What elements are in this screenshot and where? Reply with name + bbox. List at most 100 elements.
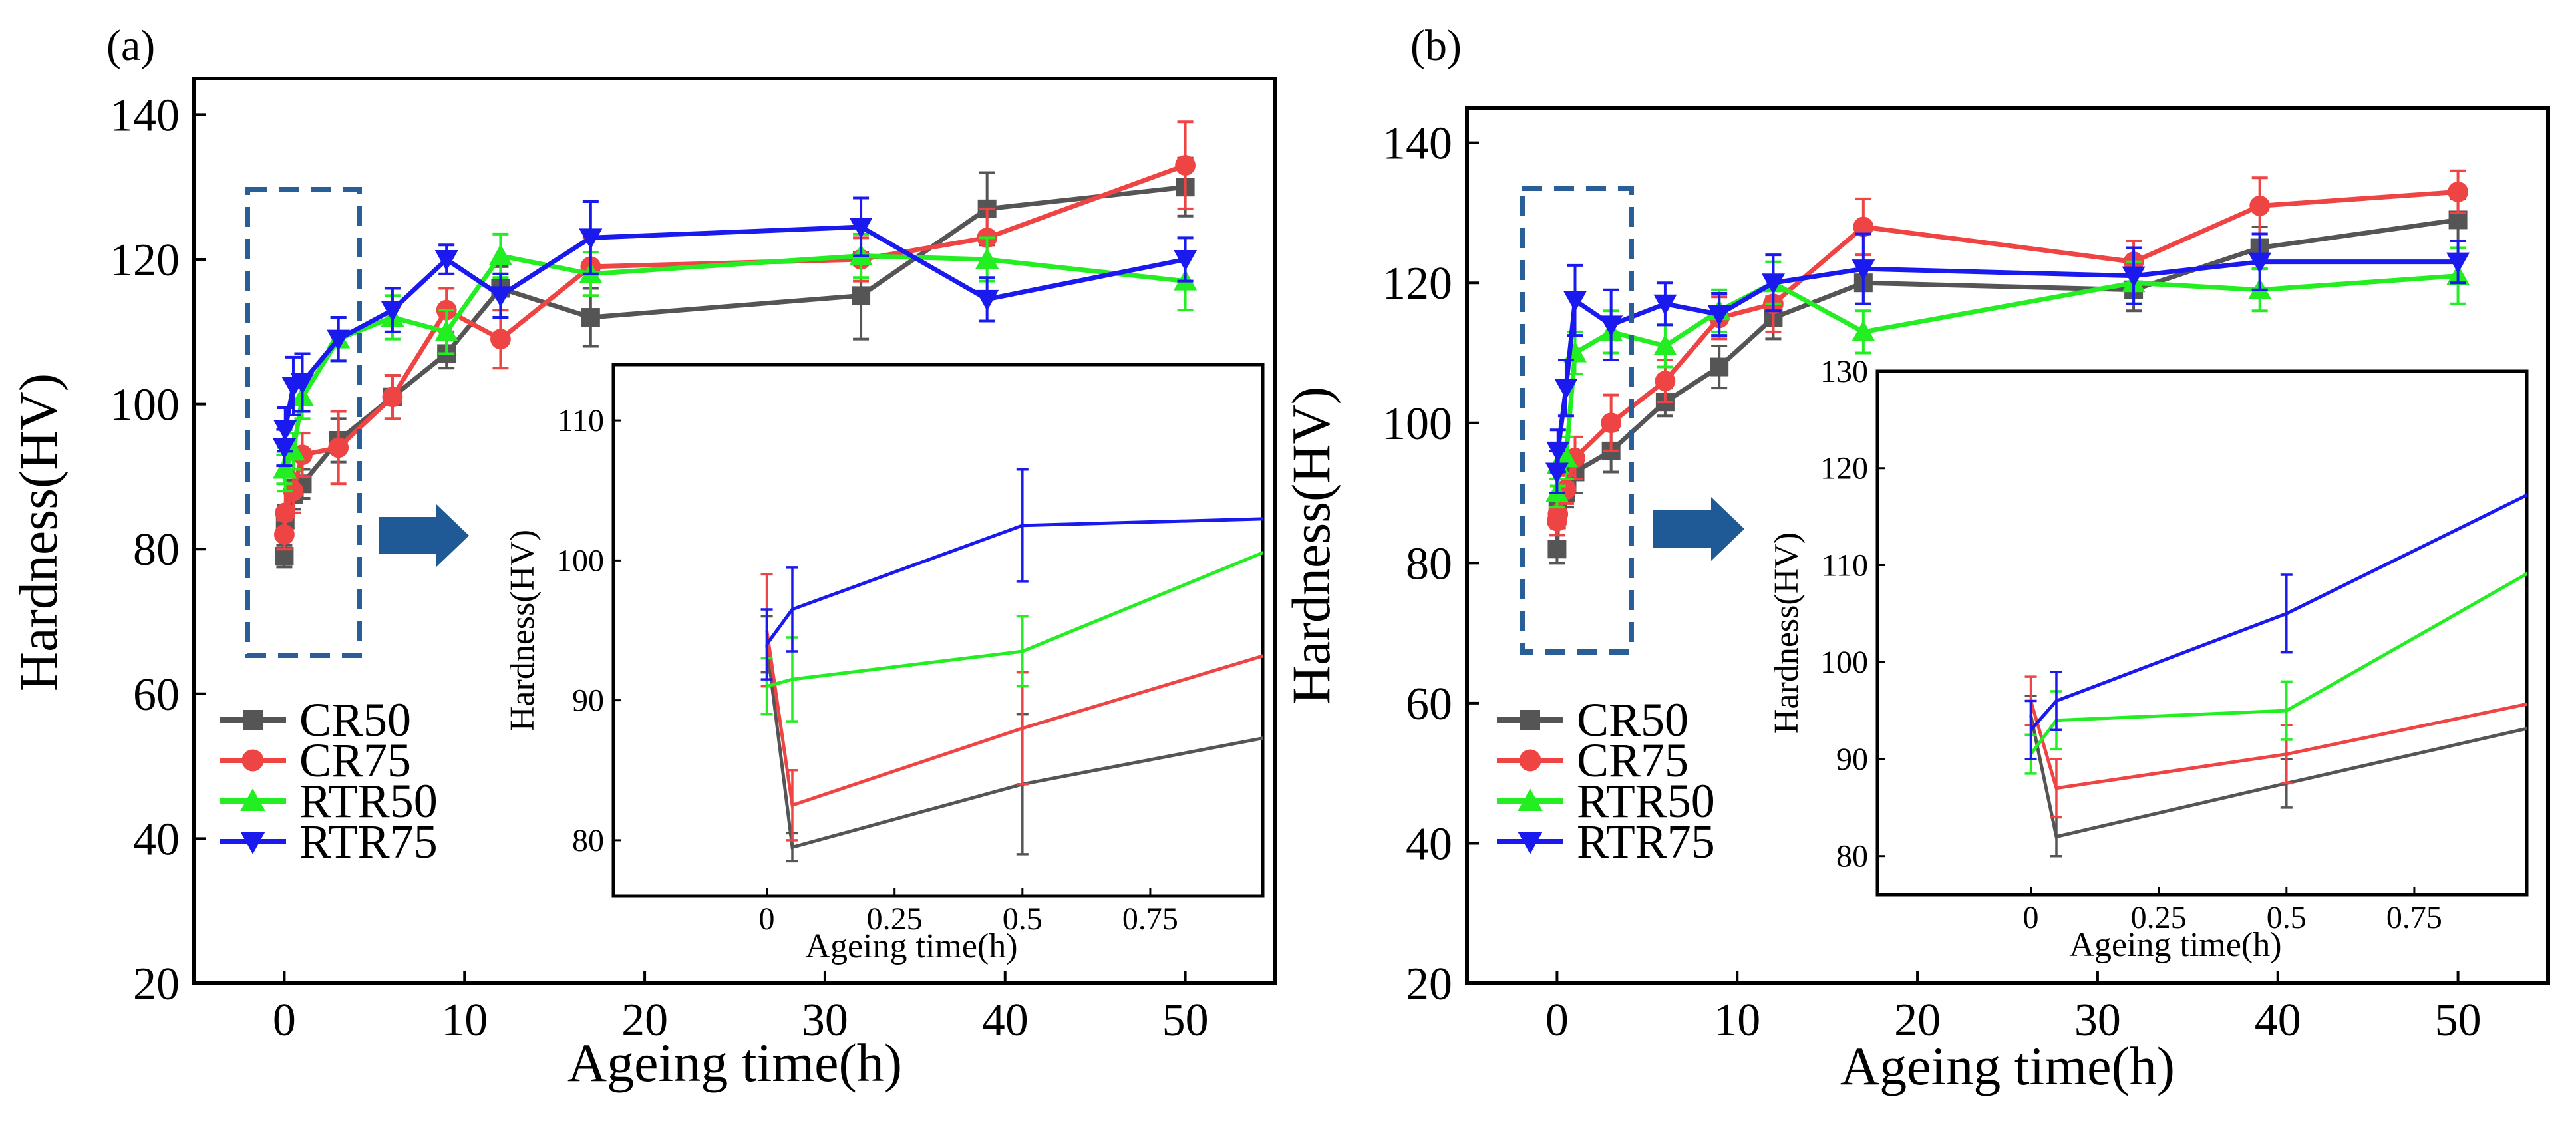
data-point [1761, 273, 1785, 295]
data-point [1853, 216, 1874, 238]
legend-marker [242, 749, 264, 772]
data-point [1174, 250, 1198, 271]
y-tick-label: 80 [1406, 538, 1452, 589]
data-point [382, 387, 403, 408]
data-point [1547, 540, 1567, 559]
inset-y-axis-label: Hardness(HV) [504, 530, 542, 731]
inset-frame [611, 363, 1265, 898]
data-point [1547, 504, 1569, 525]
inset-series-line [2029, 571, 2527, 756]
x-axis-label: Ageing time(h) [567, 1033, 902, 1093]
data-point [579, 228, 603, 249]
data-point [852, 286, 871, 305]
data-point [2248, 252, 2272, 274]
legend-marker [240, 832, 265, 854]
legend-label: CR50 [299, 693, 411, 746]
data-point [1852, 259, 1875, 281]
data-point [1563, 291, 1587, 313]
data-point [283, 480, 304, 502]
x-tick-label: 20 [1894, 995, 1941, 1046]
legend-label: RTR50 [299, 774, 438, 828]
data-point [327, 329, 351, 351]
data-point [2249, 195, 2271, 216]
series-rtr75 [1545, 232, 2470, 495]
inset-y-tick-label: 90 [572, 683, 604, 719]
inset-series-line [765, 630, 1263, 808]
legend-marker [243, 710, 263, 730]
inset-series-rtr75 [2024, 493, 2527, 760]
data-point [975, 289, 999, 311]
inset-y-tick-label: 130 [1820, 354, 1868, 389]
x-tick-label: 30 [802, 995, 848, 1046]
panel-a: (a) 20 40 60 80 100 120 140 0 10 20 30 40 50 Ageing ti… [8, 21, 1277, 1093]
inset-y-tick-label: 100 [1820, 645, 1868, 680]
inset-x-tick-label: 0.5 [1003, 901, 1043, 937]
x-tick-label: 50 [1162, 995, 1209, 1046]
y-tick-label: 20 [133, 959, 180, 1010]
inset-x-tick-label: 0.25 [867, 901, 923, 937]
data-point [434, 320, 458, 341]
inset-x-tick-label: 0.25 [2131, 900, 2187, 935]
x-tick-label: 40 [982, 995, 1029, 1046]
data-point [849, 218, 873, 239]
inset-frame [1875, 369, 2529, 897]
inset-series-cr75 [2024, 675, 2527, 819]
data-point [1655, 371, 1676, 391]
x-tick-label: 10 [1714, 995, 1760, 1046]
panel-label: (a) [106, 21, 155, 70]
legend-marker [1519, 749, 1541, 772]
data-point [581, 308, 600, 327]
y-axis-label: Hardness(HV) [1281, 387, 1341, 705]
data-point [275, 502, 296, 524]
data-point [1852, 320, 1875, 341]
x-axis-label: Ageing time(h) [1840, 1036, 2175, 1096]
y-tick-label: 20 [1406, 959, 1452, 1010]
inset-x-tick-label: 0.5 [2267, 900, 2307, 935]
legend-label: CR75 [1577, 734, 1689, 787]
y-tick-label: 40 [1406, 818, 1452, 870]
data-point [488, 244, 512, 265]
inset-y-tick-label: 110 [1822, 548, 1868, 583]
legend-label: RTR75 [1577, 815, 1715, 868]
data-point [1707, 305, 1731, 327]
x-tick-label: 40 [2255, 995, 2301, 1046]
legend-marker [1520, 710, 1540, 730]
data-point [381, 301, 404, 322]
inset-x-tick-label: 0.75 [2386, 900, 2442, 935]
x-tick-label: 10 [441, 995, 488, 1046]
y-tick-label: 60 [1406, 679, 1452, 730]
y-tick-label: 100 [1382, 399, 1452, 450]
inset-x-axis-label: Ageing time(h) [2069, 926, 2281, 964]
legend-marker [240, 788, 265, 811]
data-point [1601, 412, 1622, 434]
data-point [328, 437, 349, 458]
data-point [434, 250, 458, 271]
data-point [291, 373, 314, 395]
y-tick-label: 80 [133, 524, 180, 575]
inset-y-axis-label: Hardness(HV) [1768, 532, 1806, 734]
y-tick-label: 120 [110, 235, 180, 286]
inset-y-tick-label: 100 [556, 543, 604, 578]
series-rtr75 [272, 196, 1198, 468]
data-point [1599, 315, 1623, 337]
inset-series-line [2029, 700, 2527, 790]
x-tick-label: 30 [2074, 995, 2121, 1046]
data-point [1554, 446, 1578, 468]
y-axis-label: Hardness(HV) [8, 373, 69, 691]
series-line [1554, 259, 2458, 472]
x-tick-label: 0 [273, 995, 296, 1046]
legend-label: RTR75 [299, 815, 438, 868]
panel-b: (b) 20 40 60 80 100 120 140 0 10 20 30 40 50 Ageing ti… [1281, 21, 2550, 1096]
data-point [975, 247, 999, 269]
y-tick-label: 140 [1382, 118, 1452, 170]
plot-frame [1465, 106, 2550, 985]
data-point [2446, 252, 2470, 274]
legend-label: RTR50 [1577, 774, 1715, 828]
inset-x-tick-label: 0.75 [1122, 901, 1178, 937]
data-point [490, 329, 511, 350]
data-point [273, 458, 297, 479]
inset-y-tick-label: 90 [1836, 742, 1868, 777]
